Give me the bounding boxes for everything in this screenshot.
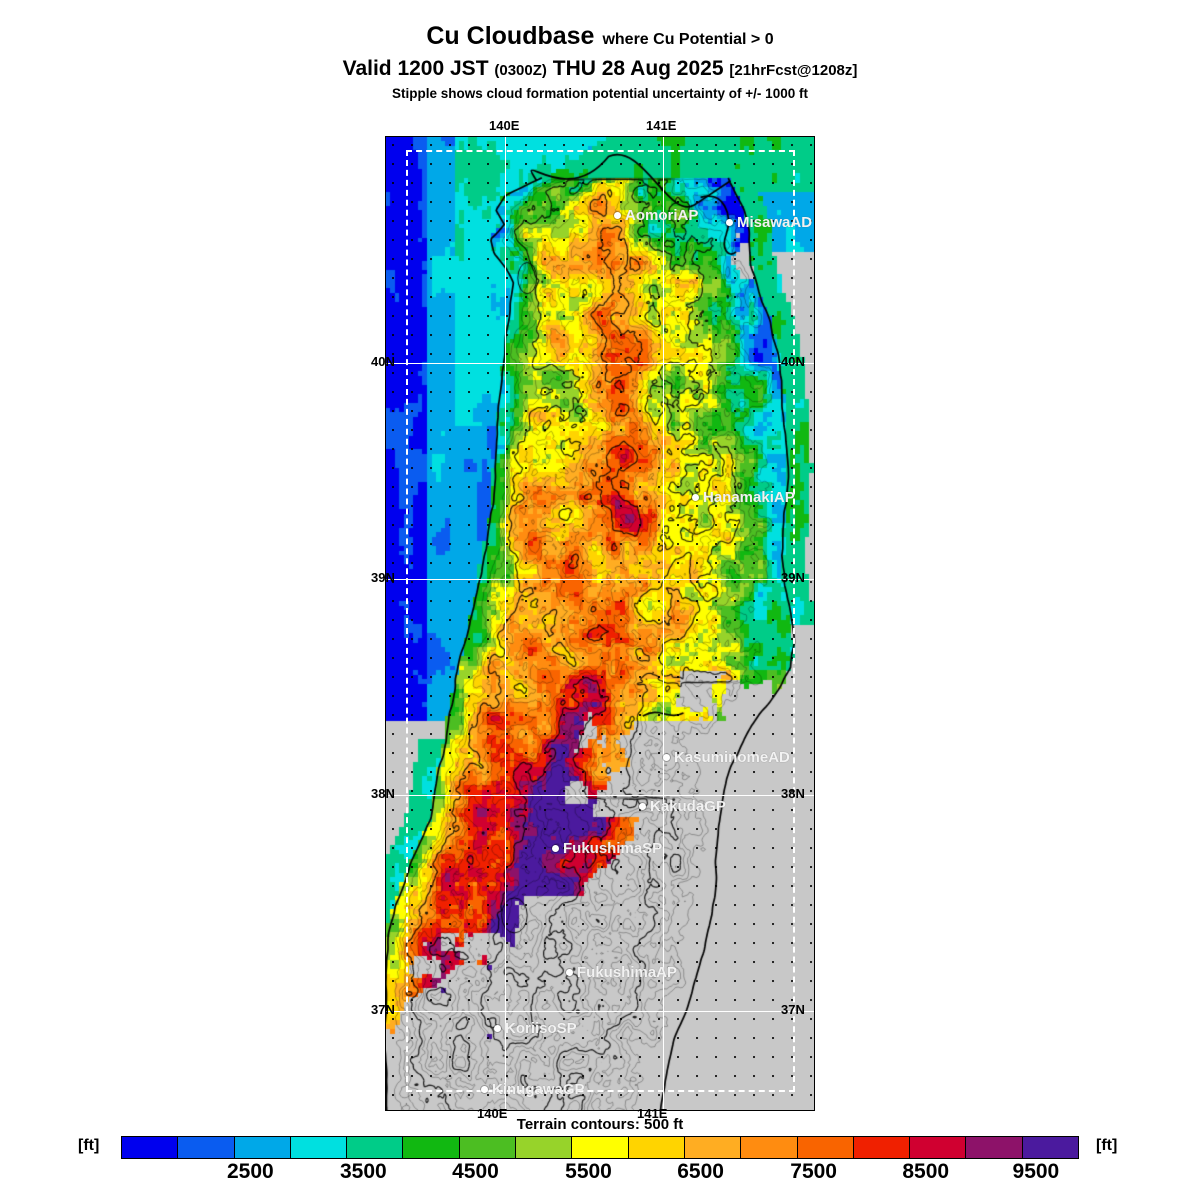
station-label: HanamakiAP <box>703 489 795 507</box>
station-label: AomoriAP <box>625 207 699 225</box>
title-block: Cu Cloudbase where Cu Potential > 0 Valid… <box>0 0 1200 110</box>
lon-label-bottom-141e: 141E <box>637 1106 668 1121</box>
lat-label-left-39n: 39N <box>371 570 395 585</box>
station-dot-icon <box>494 1025 501 1033</box>
colorbar-swatch-12 <box>797 1137 854 1158</box>
colorbar-swatch-4 <box>347 1137 404 1158</box>
map-frame[interactable]: AomoriAP MisawaAD HanamakiAP KasuminomeAD Ka… <box>385 136 815 1111</box>
colorbar-swatch-3 <box>290 1137 348 1158</box>
colorbar-swatch-1 <box>178 1137 235 1158</box>
colorbar-unit-right: [ft] <box>1096 1137 1118 1154</box>
colorbar-swatch-13 <box>853 1137 911 1158</box>
lat-label-left-40n: 40N <box>371 354 395 369</box>
station-dot-icon <box>566 969 573 977</box>
lon-label-top-141e: 141E <box>646 118 677 133</box>
station-marker-aomoriap[interactable]: AomoriAP <box>614 208 698 224</box>
graticule-lat-0 <box>386 363 814 364</box>
station-marker-hanamakiap[interactable]: HanamakiAP <box>692 490 795 506</box>
station-label: MisawaAD <box>737 214 813 232</box>
station-label: KakudaGP <box>650 798 726 816</box>
valid-time-z: (0300Z) <box>494 62 547 79</box>
colorbar-tick-7500: 7500 <box>790 1160 837 1183</box>
station-dot-icon <box>614 212 621 220</box>
colorbar-swatch-7 <box>516 1137 573 1158</box>
colorbar-swatch-16 <box>1022 1137 1079 1158</box>
terrain-contour-note: Terrain contours: 500 ft <box>516 1116 684 1133</box>
colorbar-tick-2500: 2500 <box>226 1160 274 1183</box>
colorbar-tick-6500: 6500 <box>677 1160 724 1183</box>
colorbar-swatch-6 <box>459 1137 517 1158</box>
title-condition: where Cu Potential > 0 <box>602 31 774 48</box>
station-marker-kakudagp[interactable]: KakudaGP <box>639 799 726 815</box>
colorbar-tick-5500: 5500 <box>565 1160 612 1183</box>
station-marker-kasuminomead[interactable]: KasuminomeAD <box>663 750 790 766</box>
colorbar-swatch-8 <box>572 1137 629 1158</box>
station-label: KoriisoSP <box>505 1020 577 1038</box>
lon-label-bottom-140e: 140E <box>477 1106 508 1121</box>
lat-label-left-37n: 37N <box>371 1002 395 1017</box>
station-label: KasuminomeAD <box>674 749 790 767</box>
lat-label-right-39n: 39N <box>781 570 805 585</box>
graticule-lon-0 <box>505 137 506 1110</box>
graticule-lat-1 <box>386 579 814 580</box>
colorbar-unit-left: [ft] <box>78 1137 100 1154</box>
forecast-tag: [21hrFcst@1208z] <box>729 62 858 79</box>
graticule-lat-3 <box>386 1011 814 1012</box>
station-label: FukushimaSP <box>563 840 663 858</box>
lat-label-left-38n: 38N <box>371 786 395 801</box>
station-marker-fukushimasp[interactable]: FukushimaSP <box>552 841 662 857</box>
title-line-valid: Valid 1200 JST (0300Z) THU 28 Aug 2025 [… <box>0 58 1200 79</box>
lon-label-top-140e: 140E <box>489 118 520 133</box>
lat-label-right-37n: 37N <box>781 1002 805 1017</box>
station-marker-fukushimaap[interactable]: FukushimaAP <box>566 965 677 981</box>
colorbar-swatch-15 <box>966 1137 1023 1158</box>
colorbar-tick-3500: 3500 <box>340 1160 387 1183</box>
colorbar-tick-4500: 4500 <box>452 1160 499 1183</box>
station-marker-kinugawagp[interactable]: KinugawaGP <box>481 1082 585 1098</box>
colorbar-swatches <box>121 1136 1079 1159</box>
station-dot-icon <box>639 803 646 811</box>
lat-label-right-40n: 40N <box>781 354 805 369</box>
station-dot-icon <box>692 494 699 502</box>
colorbar-legend: [ft] [ft] 2500 3500 4500 5500 6500 7500 8500 95… <box>0 1136 1200 1196</box>
station-dot-icon <box>663 754 670 762</box>
title-line-main: Cu Cloudbase where Cu Potential > 0 <box>0 24 1200 49</box>
colorbar-swatch-5 <box>403 1137 460 1158</box>
lat-label-right-38n: 38N <box>781 786 805 801</box>
title-subtitle: Stipple shows cloud formation potential … <box>392 86 808 101</box>
colorbar-swatch-11 <box>741 1137 798 1158</box>
colorbar-tick-9500: 9500 <box>1012 1160 1060 1183</box>
valid-time-label: Valid 1200 JST <box>342 57 489 80</box>
colorbar-tick-labels: 2500 3500 4500 5500 6500 7500 8500 9500 <box>121 1160 1079 1188</box>
station-label: KinugawaGP <box>492 1081 585 1099</box>
station-dot-icon <box>481 1086 488 1094</box>
colorbar-swatch-14 <box>910 1137 967 1158</box>
graticule-lon-1 <box>663 137 664 1110</box>
valid-date: THU 28 Aug 2025 <box>552 57 724 80</box>
station-marker-koriisosp[interactable]: KoriisoSP <box>494 1021 577 1037</box>
station-dot-icon <box>726 219 733 227</box>
colorbar-swatch-10 <box>684 1137 742 1158</box>
station-dot-icon <box>552 845 559 853</box>
page-title: Cu Cloudbase <box>426 22 595 50</box>
colorbar-swatch-2 <box>234 1137 291 1158</box>
colorbar-swatch-9 <box>628 1137 685 1158</box>
station-label: FukushimaAP <box>577 964 678 982</box>
station-marker-misawaad[interactable]: MisawaAD <box>726 215 812 231</box>
graticule-lat-2 <box>386 795 814 796</box>
colorbar-tick-8500: 8500 <box>902 1160 950 1183</box>
colorbar-swatch-0 <box>122 1137 179 1158</box>
